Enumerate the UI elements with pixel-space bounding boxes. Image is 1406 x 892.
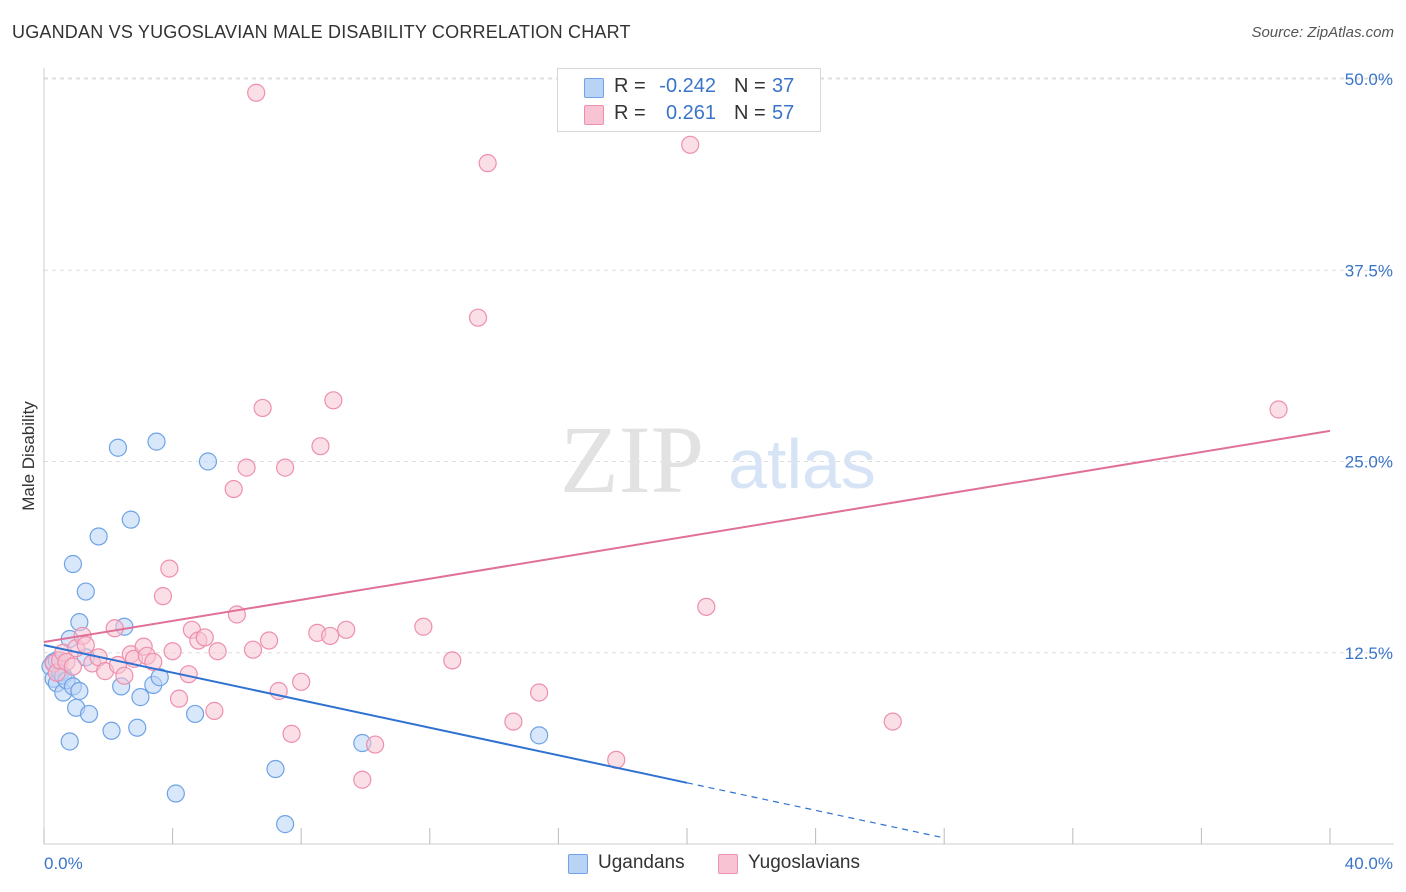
yugoslavians-point — [253, 398, 272, 418]
r-value: -0.242 — [659, 75, 716, 97]
yugoslavians-point — [282, 724, 301, 743]
ugandans-point — [266, 759, 285, 779]
yugoslavians-point — [115, 666, 134, 685]
yugoslavians-swatch — [718, 854, 738, 874]
ugandans-swatch — [584, 78, 604, 98]
yugoslavians-point — [681, 135, 700, 154]
yugoslavians-point — [366, 735, 385, 754]
yugoslavians-point — [530, 683, 549, 702]
x-tick-label: 40.0% — [1345, 854, 1393, 873]
ugandans-point — [108, 438, 128, 457]
ugandans-point — [186, 704, 205, 724]
ugandans-point — [128, 718, 147, 737]
yugoslavians-point — [337, 620, 356, 639]
yugoslavians-point — [478, 154, 497, 173]
yugoslavians-point — [105, 619, 124, 638]
ugandans-point — [63, 554, 83, 574]
ugandans-point — [76, 582, 95, 601]
yugoslavians-point — [153, 587, 173, 606]
yugoslavians-point — [76, 635, 95, 655]
ugandans-point — [150, 668, 169, 687]
stats-legend: R = -0.242 N = 37 R = 0.261 N = 57 — [557, 68, 821, 132]
yugoslavians-point — [468, 308, 488, 327]
ugandans-point — [79, 704, 99, 724]
stats-legend-row-yugoslavians: R = 0.261 N = 57 — [558, 101, 820, 128]
yugoslavians-point — [697, 597, 716, 616]
r-label: R = — [614, 102, 646, 124]
ugandans-point — [121, 510, 140, 529]
x-tick-label: 0.0% — [44, 854, 83, 873]
y-tick-label: 37.5% — [1345, 261, 1393, 280]
yugoslavians-point — [247, 83, 266, 102]
yugoslavians-swatch — [584, 105, 604, 125]
yugoslavians-point — [205, 701, 224, 720]
yugoslavians-point — [63, 657, 83, 676]
yugoslavians-point — [1269, 400, 1288, 419]
ugandans-point — [276, 815, 295, 834]
yugoslavians-point — [321, 626, 340, 646]
yugoslavians-point — [169, 689, 189, 708]
yugoslavians-point — [195, 628, 214, 647]
ugandans-point — [89, 527, 108, 546]
tick-labels: 12.5% 25.0% 37.5% 50.0% 0.0% 40.0% — [44, 70, 1393, 873]
n-value: 57 — [772, 102, 795, 124]
trend-lines — [43, 429, 1331, 839]
legend-label: Yugoslavians — [748, 852, 860, 873]
n-label: N = — [734, 75, 766, 97]
r-label: R = — [614, 75, 646, 97]
yugoslavians-point — [144, 652, 163, 672]
yugoslavians-point — [292, 672, 311, 691]
ugandans-point — [131, 688, 150, 707]
yugoslavians-point — [237, 458, 256, 477]
data-points — [41, 83, 1288, 834]
stats-legend-row-ugandans: R = -0.242 N = 37 — [558, 74, 820, 101]
ugandans-point — [198, 452, 218, 471]
y-axis-label: Male Disability — [19, 401, 38, 511]
n-label: N = — [734, 102, 766, 124]
yugoslavians-point — [353, 770, 372, 789]
yugoslavians-point — [311, 437, 330, 456]
yugoslavians-point — [163, 642, 182, 661]
yugoslavians-point — [160, 559, 179, 578]
yugoslavians-point — [883, 712, 902, 731]
watermark-atlas: atlas — [728, 425, 876, 503]
yugoslavians-point — [208, 642, 227, 661]
legend-label: Ugandans — [598, 852, 685, 873]
n-value: 37 — [772, 75, 795, 97]
source-label: Source: ZipAtlas.com — [1251, 24, 1394, 41]
y-tick-label: 12.5% — [1345, 644, 1393, 663]
ugandans-point — [530, 726, 549, 745]
yugoslavians-point — [259, 631, 279, 650]
yugoslavians-point — [243, 640, 263, 659]
chart-title: UGANDAN VS YUGOSLAVIAN MALE DISABILITY C… — [12, 22, 631, 42]
watermark-zip: ZIP — [560, 406, 704, 513]
y-tick-label: 50.0% — [1345, 70, 1393, 89]
y-tick-label: 25.0% — [1345, 453, 1393, 472]
yugoslavians-point — [324, 391, 343, 410]
ugandans-point — [102, 721, 121, 740]
yugoslavians-point — [443, 651, 462, 670]
r-value: 0.261 — [665, 102, 716, 124]
ugandans-point — [166, 784, 185, 803]
yugoslavians-point — [224, 479, 243, 499]
yugoslavians-point — [414, 617, 433, 636]
grid-lines — [44, 77, 1394, 654]
ugandans-point — [147, 432, 166, 451]
ugandans-point — [70, 681, 89, 701]
yugoslavians-trendline — [43, 429, 1331, 644]
yugoslavians-point — [504, 712, 523, 731]
ugandans-swatch — [568, 854, 588, 874]
yugoslavians-point — [276, 458, 295, 477]
axes — [43, 68, 1394, 845]
ugandans-point — [60, 732, 79, 751]
ugandans-trendline — [43, 644, 688, 784]
